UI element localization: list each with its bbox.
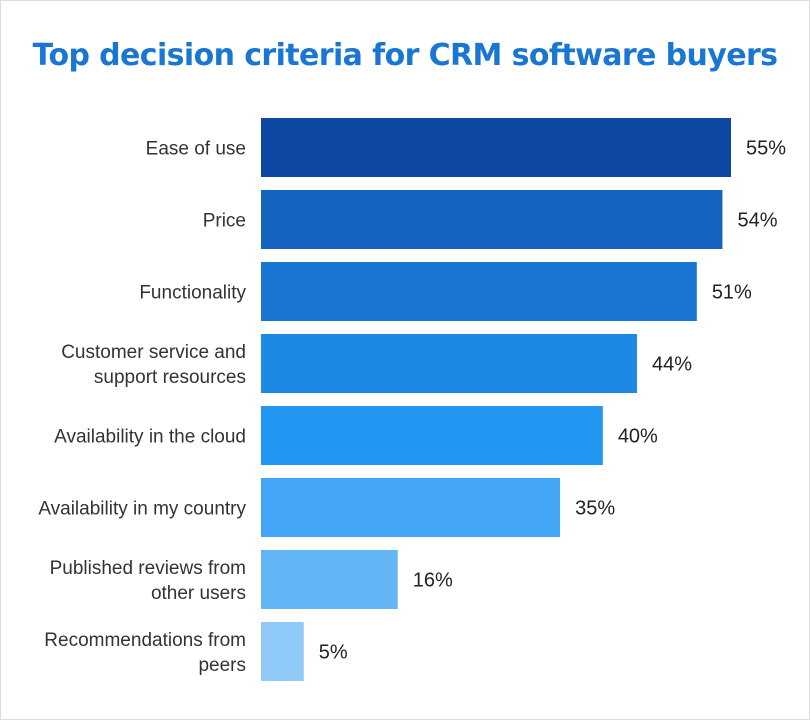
category-label: Functionality: [139, 283, 246, 304]
bar: [261, 262, 697, 321]
data-label: 35%: [575, 498, 615, 520]
bar: [261, 190, 723, 249]
category-label: Price: [203, 211, 246, 232]
chart-title: Top decision criteria for CRM software b…: [32, 38, 778, 73]
data-label: 51%: [712, 282, 752, 304]
category-label: Ease of use: [146, 139, 246, 160]
category-label-line: Recommendations from: [44, 630, 246, 651]
category-label: Published reviews from other users: [50, 558, 246, 604]
category-label-line: Functionality: [139, 283, 246, 304]
bar: [261, 118, 731, 177]
category-label-line: peers: [198, 655, 246, 676]
category-label-line: Availability in the cloud: [54, 427, 246, 448]
category-label-line: support resources: [94, 367, 246, 388]
category-label-line: Price: [203, 211, 246, 232]
bar: [261, 622, 304, 681]
category-label-line: Published reviews from: [50, 558, 246, 579]
category-label-line: Ease of use: [146, 139, 246, 160]
bar: [261, 406, 603, 465]
category-label: Availability in my country: [38, 499, 246, 520]
data-label: 54%: [737, 210, 777, 232]
category-label: Customer service and support resources: [61, 342, 246, 388]
category-label-line: Availability in my country: [38, 499, 246, 520]
bar: [261, 550, 398, 609]
data-label: 5%: [319, 642, 348, 664]
category-label-line: other users: [151, 583, 246, 604]
category-label: Availability in the cloud: [54, 427, 246, 448]
data-label: 44%: [652, 354, 692, 376]
bar: [261, 478, 561, 537]
data-label: 16%: [413, 570, 453, 592]
category-label: Recommendations from peers: [44, 630, 246, 676]
bar: [261, 334, 637, 393]
data-label: 40%: [618, 426, 658, 448]
category-label-line: Customer service and: [61, 342, 246, 363]
data-label: 55%: [746, 138, 786, 160]
